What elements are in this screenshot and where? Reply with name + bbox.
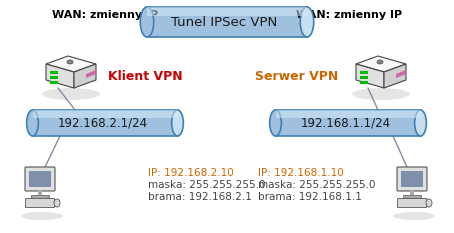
Bar [360,81,368,84]
Bar [31,195,49,198]
Text: brama: 192.168.2.1: brama: 192.168.2.1 [148,192,252,202]
Text: Serwer VPN: Serwer VPN [255,71,338,83]
Polygon shape [384,64,406,88]
Ellipse shape [140,7,154,37]
Ellipse shape [426,199,432,207]
Bar [147,7,307,37]
Polygon shape [46,56,96,72]
FancyBboxPatch shape [25,199,54,208]
Bar [360,71,368,74]
Bar [276,110,420,136]
Bar [33,110,178,136]
Ellipse shape [300,7,314,37]
Ellipse shape [42,88,100,100]
Bar [33,110,178,118]
Text: maska: 255.255.255.0: maska: 255.255.255.0 [148,180,266,190]
Ellipse shape [270,110,281,136]
Bar [38,190,42,195]
Bar [29,171,51,187]
Text: IP: 192.168.1.10: IP: 192.168.1.10 [258,168,344,178]
Polygon shape [396,70,406,78]
FancyBboxPatch shape [397,167,427,191]
Bar [410,190,414,195]
Ellipse shape [27,110,38,136]
Polygon shape [46,64,74,88]
Ellipse shape [67,60,73,64]
Polygon shape [86,70,96,78]
Text: brama: 192.168.1.1: brama: 192.168.1.1 [258,192,362,202]
Bar [276,110,420,118]
Ellipse shape [21,212,63,220]
Polygon shape [74,64,96,88]
Polygon shape [356,56,406,72]
Text: Tunel IPSec VPN: Tunel IPSec VPN [171,16,277,28]
Bar [360,76,368,79]
Ellipse shape [172,110,183,136]
Ellipse shape [393,212,435,220]
Bar [147,7,307,16]
Text: 192.168.1.1/24: 192.168.1.1/24 [301,116,390,130]
Text: IP: 192.168.2.10: IP: 192.168.2.10 [148,168,234,178]
Ellipse shape [377,60,383,64]
Bar [401,171,423,187]
Ellipse shape [352,88,410,100]
Bar [50,81,58,84]
Ellipse shape [415,110,426,136]
Polygon shape [356,64,384,88]
FancyBboxPatch shape [398,199,426,208]
Bar [50,71,58,74]
FancyBboxPatch shape [25,167,55,191]
Text: WAN: zmienny IP: WAN: zmienny IP [296,10,402,20]
Text: WAN: zmienny IP: WAN: zmienny IP [52,10,158,20]
Text: maska: 255.255.255.0: maska: 255.255.255.0 [258,180,375,190]
Bar [403,195,421,198]
Text: 192.168.2.1/24: 192.168.2.1/24 [57,116,148,130]
Ellipse shape [54,199,60,207]
Text: Klient VPN: Klient VPN [108,71,183,83]
Bar [50,76,58,79]
